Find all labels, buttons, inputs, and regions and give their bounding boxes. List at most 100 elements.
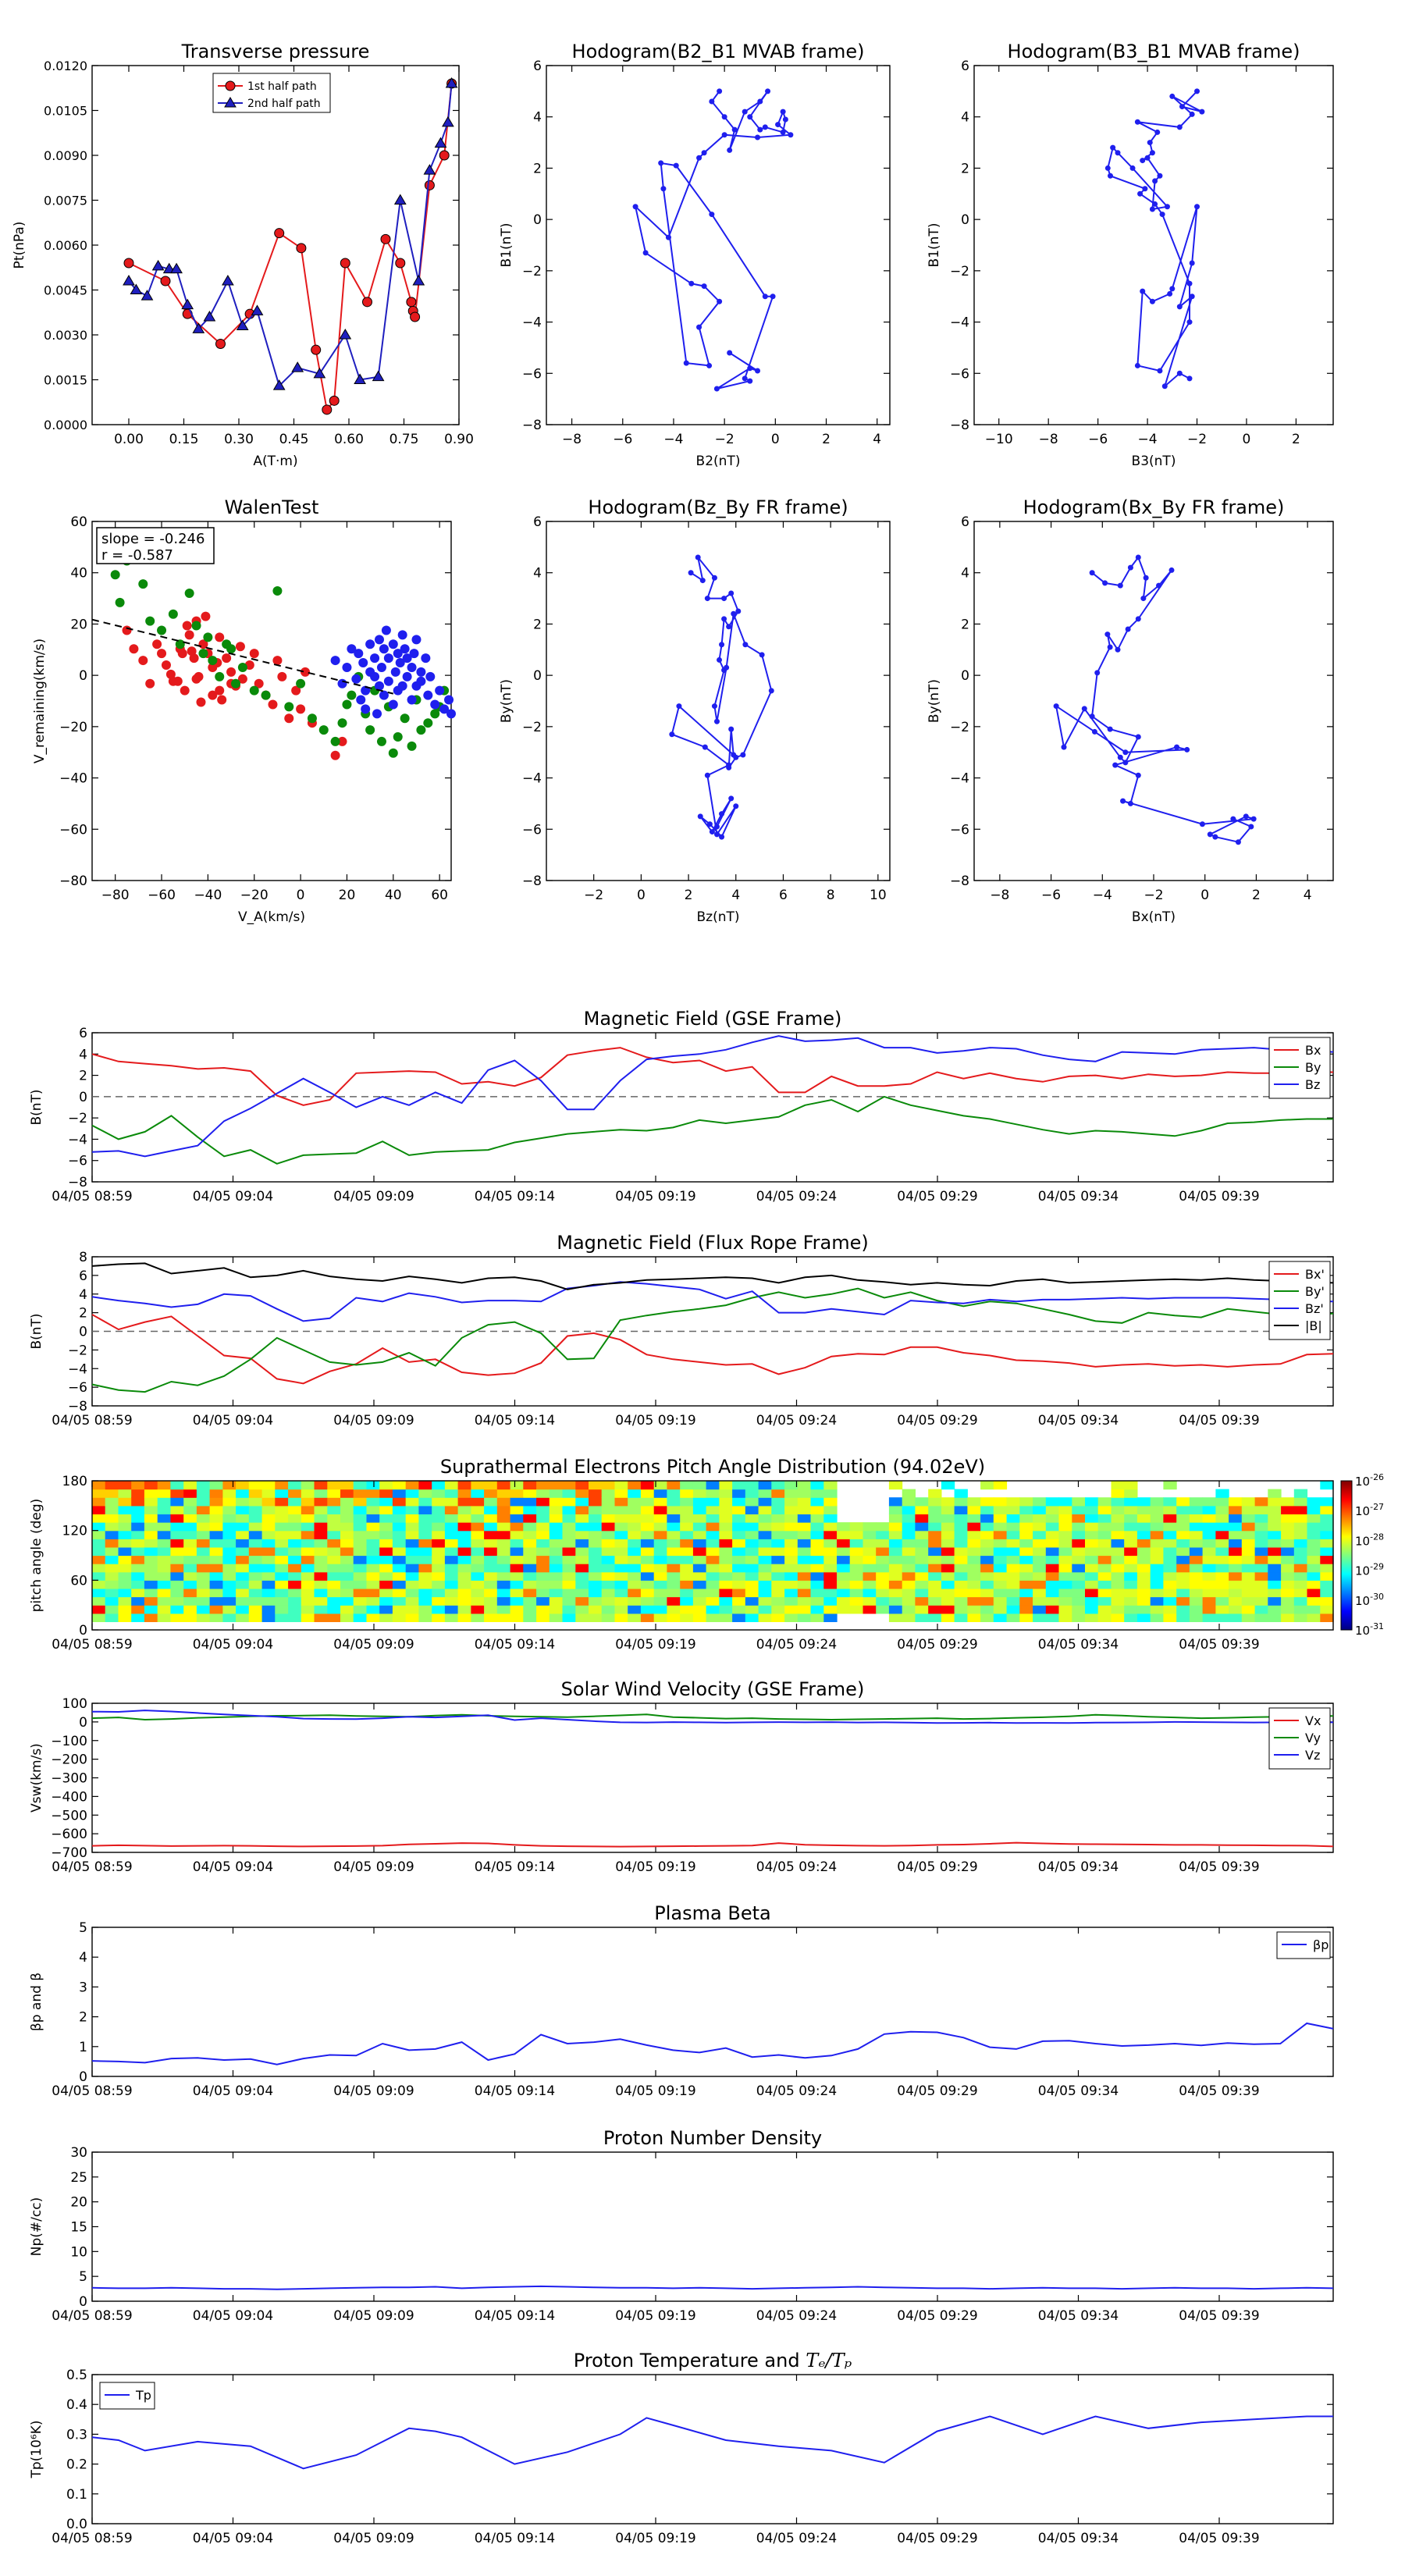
hodogram-b2b1-point xyxy=(709,212,715,218)
pad-cell xyxy=(1124,1530,1138,1539)
pad-cell xyxy=(209,1588,223,1598)
pad-cell xyxy=(418,1539,432,1548)
pad-cell xyxy=(863,1588,877,1598)
pad-cell xyxy=(745,1613,759,1622)
hodogram-bzby-point xyxy=(711,703,717,710)
pad-cell xyxy=(432,1596,446,1606)
pad-cell xyxy=(131,1564,145,1573)
pad-cell xyxy=(301,1522,315,1532)
pad-cell xyxy=(1111,1481,1125,1490)
pad-cell xyxy=(405,1613,419,1622)
panel-pad: Suprathermal Electrons Pitch Angle Distr… xyxy=(29,1456,1384,1653)
pad-cell xyxy=(1072,1555,1086,1564)
pad-cell xyxy=(1163,1613,1177,1622)
pad-cell xyxy=(1136,1497,1151,1507)
pad-cell xyxy=(196,1539,211,1548)
pad-cell xyxy=(823,1539,838,1548)
hodogram-b3b1-point xyxy=(1169,93,1176,99)
pad-cell xyxy=(837,1588,851,1598)
pad-cell xyxy=(1136,1530,1151,1539)
pad-cell xyxy=(758,1564,772,1573)
hodogram-bzby-xtick-label: 2 xyxy=(685,888,693,903)
pad-cell xyxy=(797,1596,812,1606)
pad-cell xyxy=(196,1605,211,1614)
pad-cell xyxy=(340,1481,354,1490)
hodogram-b2b1-ytick-label: 4 xyxy=(533,110,542,126)
pad-cell xyxy=(601,1546,615,1557)
hodogram-bzby-point xyxy=(719,811,725,817)
pad-cell xyxy=(640,1522,655,1532)
hodogram-b3b1-point xyxy=(1176,124,1183,130)
pad-cell xyxy=(536,1588,550,1598)
pad-cell xyxy=(562,1497,576,1507)
pad-cell xyxy=(523,1514,537,1523)
pad-cell xyxy=(680,1522,694,1532)
pad-cell xyxy=(288,1505,302,1514)
hodogram-b3b1-point xyxy=(1186,375,1193,382)
mag-gse-ytick-label: 2 xyxy=(79,1069,87,1084)
hodogram-b2b1-point xyxy=(632,204,638,210)
walen-point xyxy=(208,662,218,672)
pad-cell xyxy=(1097,1539,1112,1548)
pad-cell xyxy=(366,1514,380,1523)
mag-fr-ytick-label: −6 xyxy=(68,1380,87,1396)
pad-cell xyxy=(993,1596,1008,1606)
pad-cell xyxy=(510,1555,524,1564)
pad-cell xyxy=(863,1555,877,1564)
pad-colorbar-exponent: -27 xyxy=(1370,1502,1384,1512)
pad-cell xyxy=(432,1522,446,1532)
pad-cell xyxy=(471,1613,485,1622)
pad-cell xyxy=(1111,1571,1125,1581)
pad-cell xyxy=(1150,1522,1164,1532)
pad-cell xyxy=(261,1605,276,1614)
pad-cell xyxy=(1124,1481,1138,1490)
pad-cell xyxy=(1072,1530,1086,1539)
pad-cell xyxy=(732,1522,746,1532)
hodogram-bzby-point xyxy=(731,752,737,758)
pad-cell xyxy=(457,1605,471,1614)
pad-cell xyxy=(275,1546,289,1557)
pressure-point-triangle xyxy=(354,373,366,384)
pad-cell xyxy=(1281,1505,1295,1514)
pad-cell xyxy=(392,1546,407,1557)
hodogram-b3b1-point xyxy=(1189,294,1195,300)
density-xtick-label: 04/05 09:24 xyxy=(756,2308,837,2324)
pad-cell xyxy=(614,1505,628,1514)
hodogram-bzby-ytick-label: −4 xyxy=(522,771,542,787)
pad-cell xyxy=(496,1546,511,1557)
hodogram-b2b1-point xyxy=(762,294,768,300)
pad-cell xyxy=(1111,1505,1125,1514)
pad-cell xyxy=(640,1481,655,1490)
walen-title: WalenTest xyxy=(225,496,319,518)
pad-cell xyxy=(680,1539,694,1548)
pad-cell xyxy=(628,1539,642,1548)
pad-cell xyxy=(1215,1605,1229,1614)
pad-cell xyxy=(954,1497,968,1507)
pad-cell xyxy=(314,1489,328,1498)
hodogram-b3b1-ytick-label: −8 xyxy=(950,418,969,433)
pad-cell xyxy=(784,1555,799,1564)
pad-cell xyxy=(496,1605,511,1614)
pad-cell xyxy=(353,1546,367,1557)
pad-cell xyxy=(157,1555,171,1564)
pad-cell xyxy=(640,1605,655,1614)
pad-cell xyxy=(1006,1505,1020,1514)
pad-cell xyxy=(928,1564,942,1573)
pad-cell xyxy=(915,1546,929,1557)
pad-cell xyxy=(327,1596,341,1606)
pad-cell xyxy=(510,1605,524,1614)
pad-cell xyxy=(706,1564,720,1573)
pad-cell xyxy=(549,1522,564,1532)
hodogram-b2b1-xtick-label: −4 xyxy=(663,432,683,447)
pad-cell xyxy=(915,1580,929,1589)
vsw-ytick-label: 0 xyxy=(79,1715,87,1731)
pad-cell xyxy=(732,1605,746,1614)
pad-cell xyxy=(1293,1555,1308,1564)
pad-cell xyxy=(771,1514,785,1523)
hodogram-bxby-point xyxy=(1102,580,1108,586)
walen-point xyxy=(337,736,347,746)
walen-xtick-label: 20 xyxy=(339,888,356,903)
pad-cell xyxy=(1241,1497,1256,1507)
pad-cell xyxy=(849,1546,863,1557)
pressure-point-triangle xyxy=(222,275,234,286)
